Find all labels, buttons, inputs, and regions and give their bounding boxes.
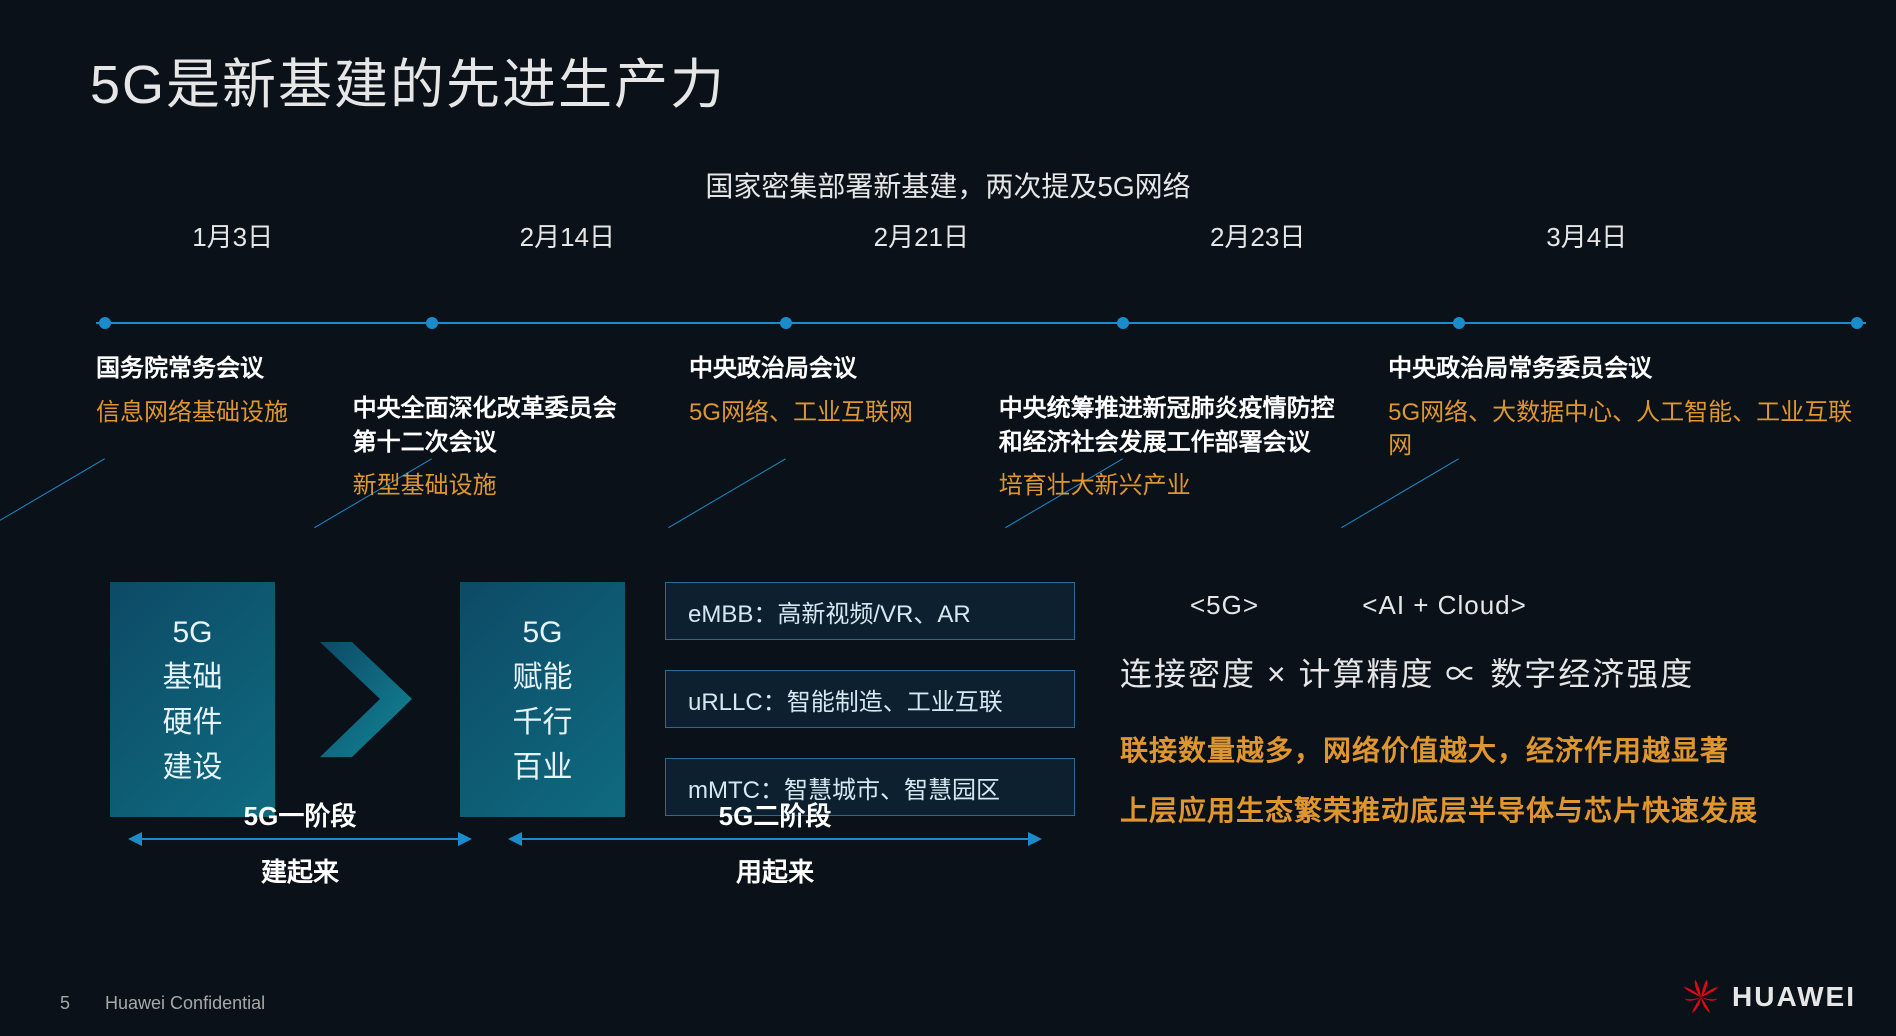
formula-tags: <5G> <AI + Cloud> <box>1120 590 1856 621</box>
timeline-item-heading: 中央政治局常务委员会议 <box>1388 352 1866 386</box>
tag-ai-cloud: <AI + Cloud> <box>1362 590 1527 620</box>
timeline-line <box>96 322 1866 324</box>
timeline-dot <box>99 317 111 329</box>
highlight-1: 联接数量越多，网络价值越大，经济作用越显著 <box>1120 725 1856 777</box>
timeline-item-heading: 中央政治局会议 <box>689 352 913 386</box>
phase-2: 5G二阶段 用起来 <box>510 838 1040 840</box>
timeline-date: 2月14日 <box>520 217 615 254</box>
timeline-dot <box>1117 317 1129 329</box>
phase2-line <box>510 838 1040 840</box>
highlight-2: 上层应用生态繁荣推动底层半导体与芯片快速发展 <box>1120 785 1856 837</box>
stages: 5G基础硬件建设 5G赋能千行百业 eMBB：高新视频/VR、AR uRLLC：… <box>110 582 1110 982</box>
timeline-date: 1月3日 <box>192 217 273 254</box>
timeline-date: 3月4日 <box>1546 217 1627 254</box>
timeline-item-detail: 信息网络基础设施 <box>96 396 288 430</box>
timeline-dot <box>426 317 438 329</box>
timeline-item: 中央统筹推进新冠肺炎疫情防控和经济社会发展工作部署会议培育壮大新兴产业 <box>999 392 1335 503</box>
timeline-item-heading: 中央统筹推进新冠肺炎疫情防控和经济社会发展工作部署会议 <box>999 392 1335 459</box>
timeline-item: 国务院常务会议信息网络基础设施 <box>96 352 288 429</box>
stage-box-2: 5G赋能千行百业 <box>460 582 625 817</box>
formula-block: <5G> <AI + Cloud> 连接密度 × 计算精度 ∝ 数字经济强度 联… <box>1120 590 1856 837</box>
huawei-petal-icon <box>1682 978 1720 1016</box>
timeline-item: 中央全面深化改革委员会第十二次会议新型基础设施 <box>353 392 617 503</box>
timeline-item-heading: 中央全面深化改革委员会第十二次会议 <box>353 392 617 459</box>
timeline-dot <box>780 317 792 329</box>
timeline-date: 2月23日 <box>1210 217 1305 254</box>
phase1-bot: 建起来 <box>130 852 470 889</box>
timeline-dot <box>1851 317 1863 329</box>
huawei-text: HUAWEI <box>1732 981 1856 1013</box>
stage-box-1: 5G基础硬件建设 <box>110 582 275 817</box>
phase1-line <box>130 838 470 840</box>
phase2-top: 5G二阶段 <box>510 796 1040 833</box>
timeline-tick <box>0 458 105 528</box>
page-title: 5G是新基建的先进生产力 <box>90 40 726 119</box>
timeline-tick <box>1341 458 1459 528</box>
confidential-label: Huawei Confidential <box>105 993 265 1013</box>
timeline-item-detail: 5G网络、工业互联网 <box>689 396 913 430</box>
formula-equation: 连接密度 × 计算精度 ∝ 数字经济强度 <box>1120 649 1856 695</box>
phase-1: 5G一阶段 建起来 <box>130 838 470 840</box>
subtitle: 国家密集部署新基建，两次提及5G网络 <box>0 165 1896 205</box>
timeline-item: 中央政治局会议 5G网络、工业互联网 <box>689 352 913 429</box>
timeline-dot <box>1453 317 1465 329</box>
timeline: 1月3日2月14日2月21日2月23日3月4日国务院常务会议信息网络基础设施中央… <box>96 212 1866 492</box>
footer: 5 Huawei Confidential <box>60 993 265 1014</box>
pill-urllc: uRLLC：智能制造、工业互联 <box>665 670 1075 728</box>
timeline-tick <box>668 458 786 528</box>
timeline-item-detail: 新型基础设施 <box>353 469 617 503</box>
phase1-top: 5G一阶段 <box>130 796 470 833</box>
page-number: 5 <box>60 993 100 1014</box>
arrow-icon <box>320 642 440 757</box>
phase2-bot: 用起来 <box>510 852 1040 889</box>
huawei-logo: HUAWEI <box>1682 978 1856 1016</box>
timeline-item: 中央政治局常务委员会议 5G网络、大数据中心、人工智能、工业互联网 <box>1388 352 1866 463</box>
timeline-item-heading: 国务院常务会议 <box>96 352 288 386</box>
timeline-date: 2月21日 <box>874 217 969 254</box>
tag-5g: <5G> <box>1190 590 1259 620</box>
timeline-item-detail: 5G网络、大数据中心、人工智能、工业互联网 <box>1388 396 1866 463</box>
timeline-item-detail: 培育壮大新兴产业 <box>999 469 1335 503</box>
pill-embb: eMBB：高新视频/VR、AR <box>665 582 1075 640</box>
